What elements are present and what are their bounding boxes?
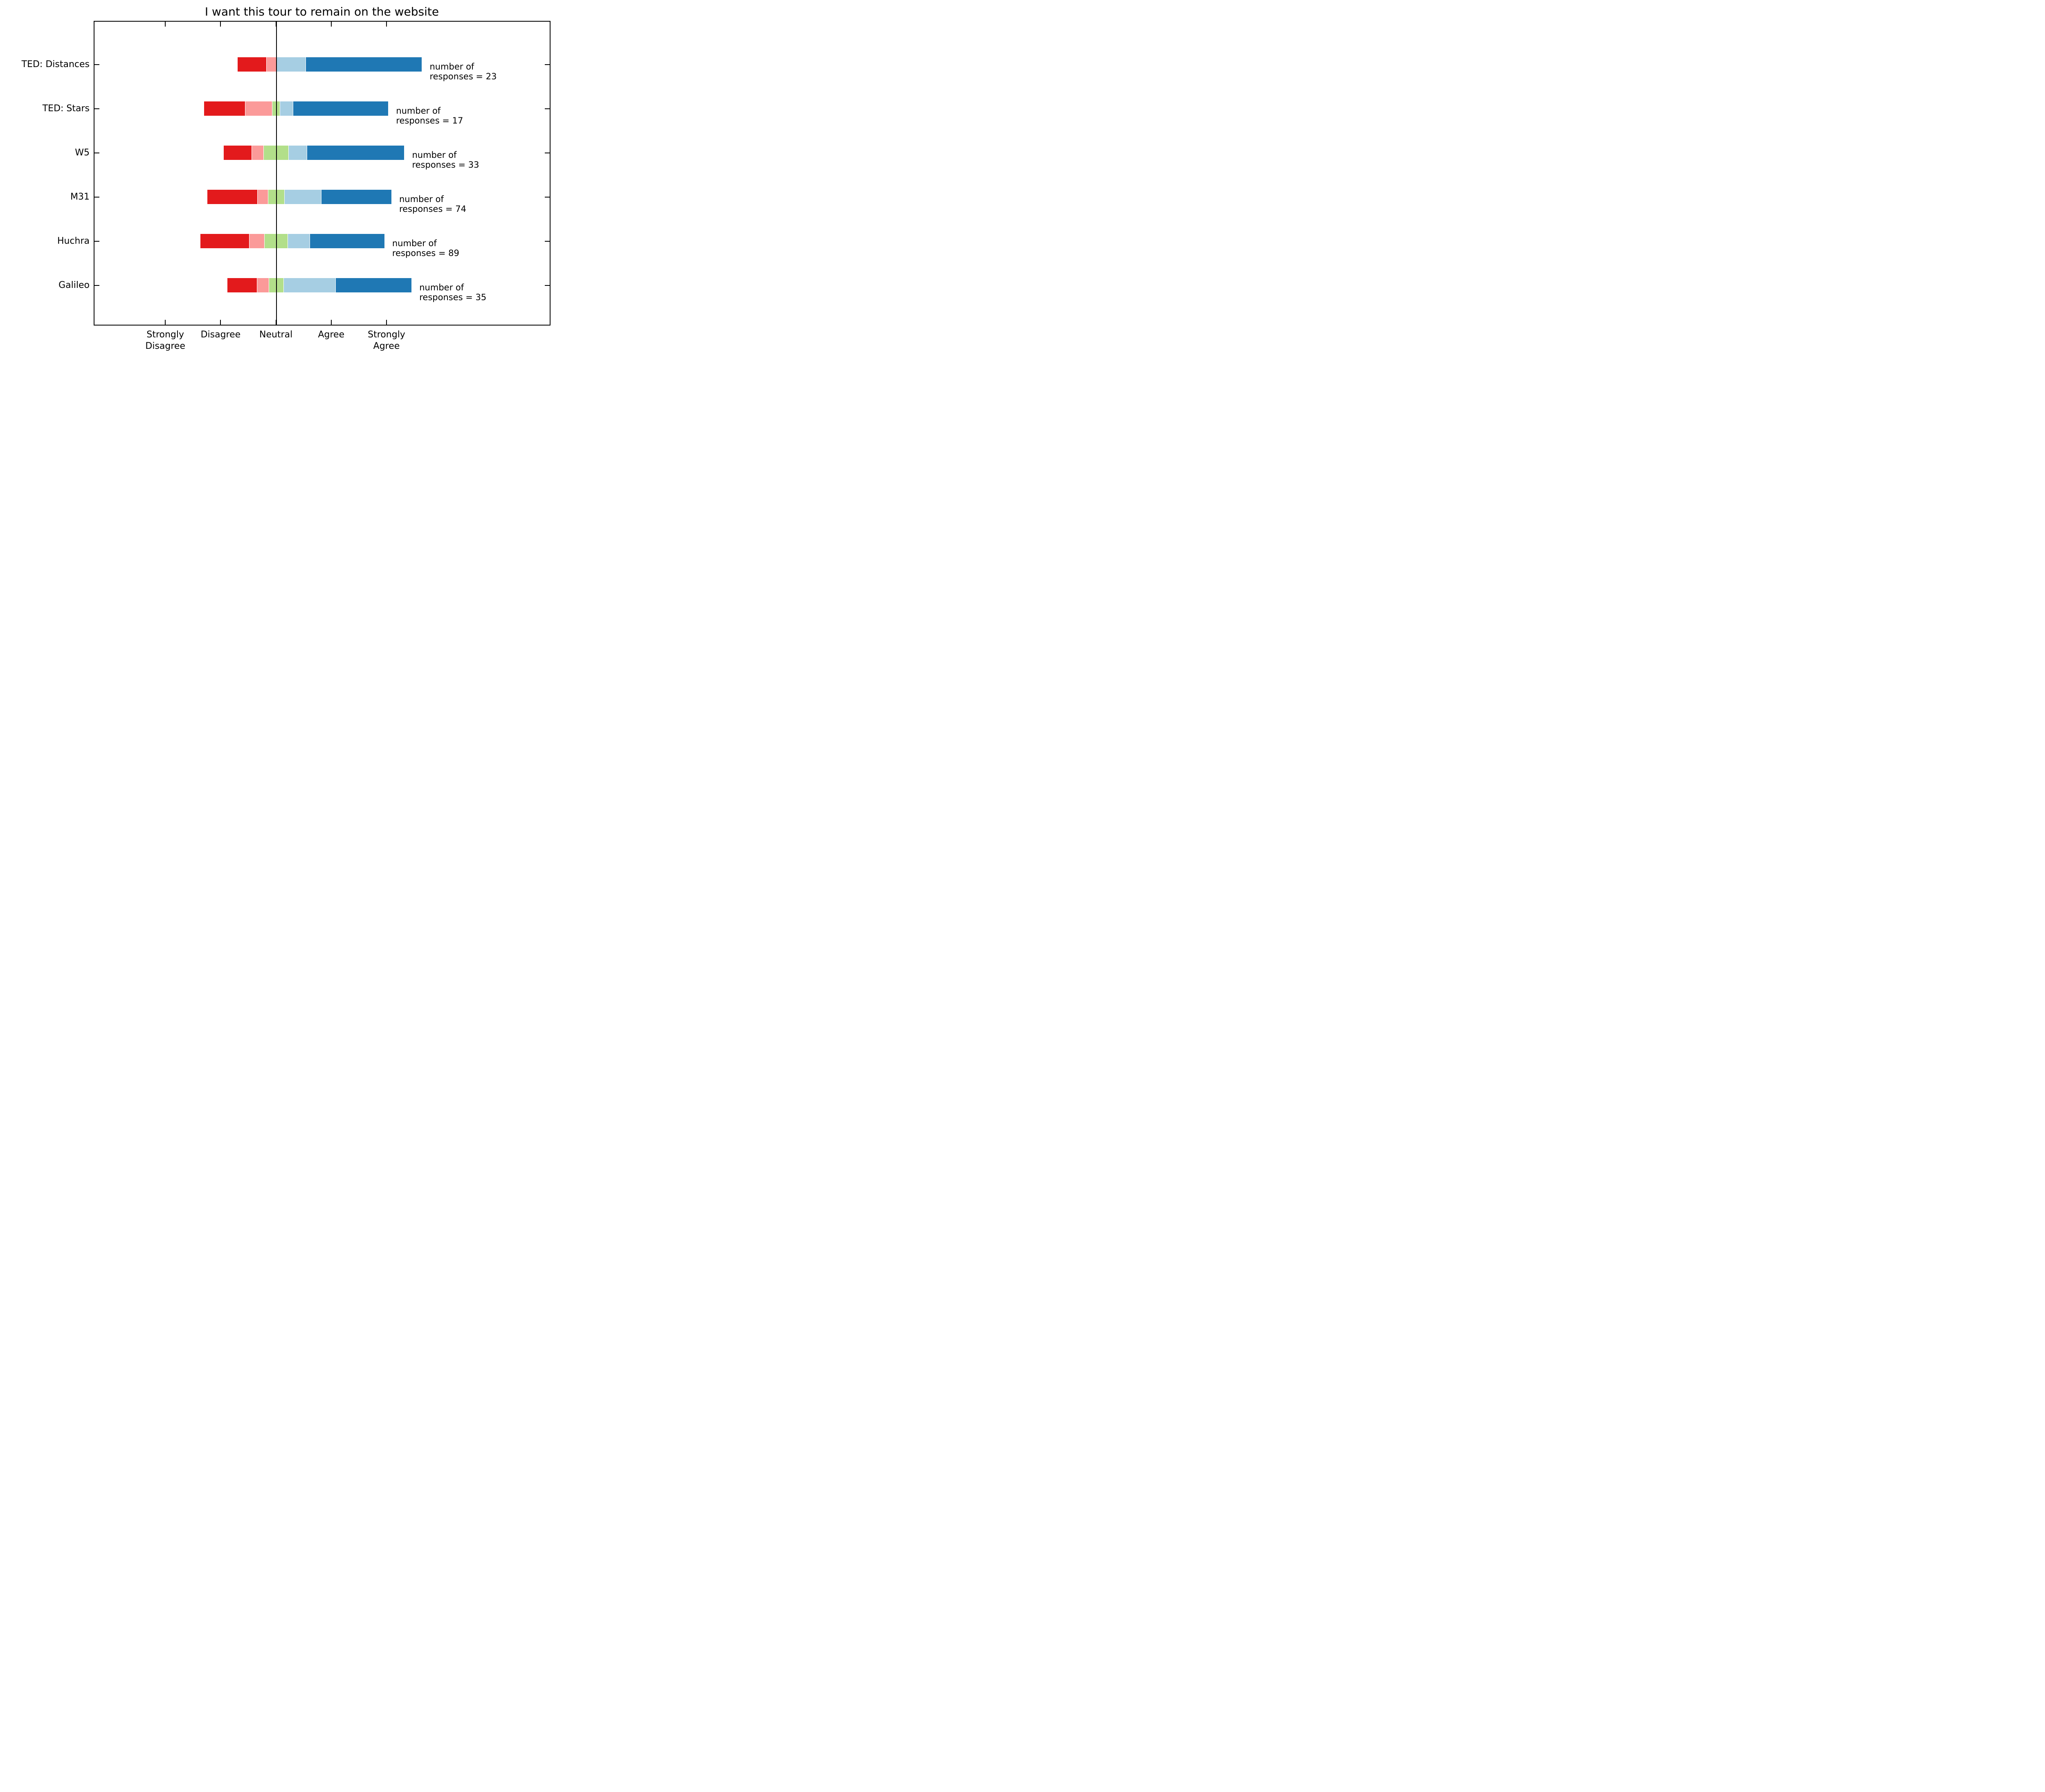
x-tick-agree bbox=[330, 320, 332, 325]
annotation-galileo: number of responses = 35 bbox=[419, 283, 486, 302]
y-tick-ted-distances bbox=[94, 64, 99, 65]
neutral-baseline bbox=[276, 22, 277, 325]
annotation-line: responses = 35 bbox=[419, 292, 487, 302]
annotation-line: responses = 89 bbox=[392, 248, 459, 258]
x-tick-strongly-agree bbox=[386, 320, 387, 325]
bar-segment-strongly-disagree bbox=[200, 234, 249, 249]
y-tick-label-ted-distances: TED: Distances bbox=[21, 59, 90, 70]
y-tick-label-w5: W5 bbox=[75, 147, 90, 158]
bar-segment-strongly-disagree bbox=[223, 146, 252, 160]
bar-segment-disagree bbox=[245, 101, 272, 116]
bar-segment-disagree bbox=[256, 278, 269, 293]
annotation-line: number of bbox=[419, 282, 464, 292]
bar-row-m31 bbox=[207, 190, 391, 204]
bar-segment-strongly-disagree bbox=[204, 101, 245, 116]
annotation-ted-stars: number of responses = 17 bbox=[396, 106, 463, 126]
y-tick-m31 bbox=[545, 196, 550, 198]
y-tick-ted-stars bbox=[94, 108, 99, 109]
x-tick-label-disagree: Disagree bbox=[200, 330, 241, 340]
annotation-line: responses = 33 bbox=[412, 159, 479, 170]
bar-segment-neutral bbox=[272, 101, 280, 116]
bar-row-ted-stars bbox=[204, 101, 389, 116]
x-tick-strongly-disagree bbox=[165, 22, 166, 27]
bar-segment-agree bbox=[276, 57, 306, 72]
annotation-line: number of bbox=[412, 150, 457, 160]
bar-segment-strongly-disagree bbox=[238, 57, 266, 72]
x-tick-label-neutral: Neutral bbox=[259, 330, 293, 340]
plot-area bbox=[94, 21, 551, 326]
bar-segment-disagree bbox=[257, 190, 268, 204]
bar-segment-agree bbox=[287, 234, 310, 249]
bar-row-huchra bbox=[200, 234, 384, 249]
annotation-line: number of bbox=[429, 61, 474, 72]
bar-segment-agree bbox=[284, 190, 321, 204]
x-tick-label-strongly-agree: Strongly Agree bbox=[368, 330, 405, 351]
bar-segment-disagree bbox=[249, 234, 265, 249]
chart-title: I want this tour to remain on the websit… bbox=[204, 5, 439, 18]
y-tick-huchra bbox=[94, 240, 99, 242]
x-tick-label-agree: Agree bbox=[318, 330, 345, 340]
annotation-line: number of bbox=[392, 238, 437, 248]
annotation-line: number of bbox=[396, 106, 441, 116]
annotation-w5: number of responses = 33 bbox=[412, 150, 479, 170]
y-tick-label-galileo: Galileo bbox=[58, 280, 90, 290]
annotation-huchra: number of responses = 89 bbox=[392, 238, 459, 258]
annotation-line: responses = 17 bbox=[396, 115, 463, 126]
likert-diverging-bar-chart: I want this tour to remain on the websit… bbox=[0, 0, 555, 358]
bar-segment-agree bbox=[283, 278, 335, 293]
bar-segment-strongly-agree bbox=[293, 101, 389, 116]
x-tick-agree bbox=[330, 22, 332, 27]
bar-segment-disagree bbox=[252, 146, 263, 160]
bar-segment-strongly-agree bbox=[309, 234, 384, 249]
x-tick-disagree bbox=[220, 22, 221, 27]
bar-segment-strongly-disagree bbox=[227, 278, 257, 293]
y-tick-label-m31: M31 bbox=[70, 191, 90, 202]
y-tick-huchra bbox=[545, 240, 550, 242]
y-tick-ted-distances bbox=[545, 64, 550, 65]
annotation-ted-distances: number of responses = 23 bbox=[429, 62, 497, 81]
y-tick-ted-stars bbox=[545, 108, 550, 109]
annotation-line: responses = 23 bbox=[429, 71, 497, 81]
bar-row-galileo bbox=[227, 278, 412, 293]
y-tick-label-huchra: Huchra bbox=[57, 236, 90, 246]
annotation-line: number of bbox=[399, 194, 444, 204]
y-tick-label-ted-stars: TED: Stars bbox=[42, 103, 90, 114]
y-tick-galileo bbox=[545, 285, 550, 286]
bar-segment-strongly-agree bbox=[305, 57, 422, 72]
bar-row-ted-distances bbox=[238, 57, 422, 72]
bar-segment-agree bbox=[280, 101, 293, 116]
y-tick-m31 bbox=[94, 196, 99, 198]
bar-segment-neutral bbox=[267, 190, 284, 204]
bar-segment-agree bbox=[288, 146, 307, 160]
bar-segment-strongly-agree bbox=[307, 146, 405, 160]
x-tick-strongly-disagree bbox=[165, 320, 166, 325]
bar-segment-strongly-agree bbox=[321, 190, 391, 204]
annotation-m31: number of responses = 74 bbox=[399, 194, 466, 214]
bar-segment-strongly-disagree bbox=[207, 190, 257, 204]
bar-row-w5 bbox=[223, 146, 405, 160]
bar-segment-strongly-agree bbox=[335, 278, 412, 293]
annotation-line: responses = 74 bbox=[399, 204, 466, 214]
x-tick-label-strongly-disagree: Strongly Disagree bbox=[145, 330, 185, 351]
x-tick-disagree bbox=[220, 320, 221, 325]
bar-segment-neutral bbox=[263, 146, 289, 160]
x-tick-strongly-agree bbox=[386, 22, 387, 27]
bar-segment-disagree bbox=[266, 57, 276, 72]
y-tick-galileo bbox=[94, 285, 99, 286]
